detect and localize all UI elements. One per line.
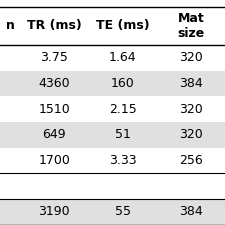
Text: 3.75: 3.75 <box>40 51 68 64</box>
Text: TE (ms): TE (ms) <box>96 19 149 32</box>
Text: 1.64: 1.64 <box>109 51 136 64</box>
Text: 51: 51 <box>115 128 130 141</box>
Bar <box>0 96 225 122</box>
Text: 320: 320 <box>179 51 203 64</box>
Text: 320: 320 <box>179 128 203 141</box>
Text: Mat
size: Mat size <box>177 12 205 40</box>
Bar <box>0 148 225 173</box>
Text: 3190: 3190 <box>38 205 70 218</box>
Text: 55: 55 <box>115 205 130 218</box>
Text: 649: 649 <box>43 128 66 141</box>
Text: 1510: 1510 <box>38 103 70 116</box>
Bar <box>0 45 225 71</box>
Text: 1700: 1700 <box>38 154 70 167</box>
Text: 4360: 4360 <box>38 77 70 90</box>
Bar <box>0 71 225 96</box>
Text: 160: 160 <box>111 77 135 90</box>
Bar <box>0 173 225 199</box>
Bar <box>0 122 225 148</box>
Text: 384: 384 <box>179 77 203 90</box>
Text: 256: 256 <box>179 154 203 167</box>
Bar <box>0 199 225 225</box>
Text: TR (ms): TR (ms) <box>27 19 82 32</box>
Text: 320: 320 <box>179 103 203 116</box>
Text: n: n <box>6 19 15 32</box>
Text: 384: 384 <box>179 205 203 218</box>
Text: 3.33: 3.33 <box>109 154 136 167</box>
Bar <box>0 7 225 45</box>
Text: 2.15: 2.15 <box>109 103 137 116</box>
